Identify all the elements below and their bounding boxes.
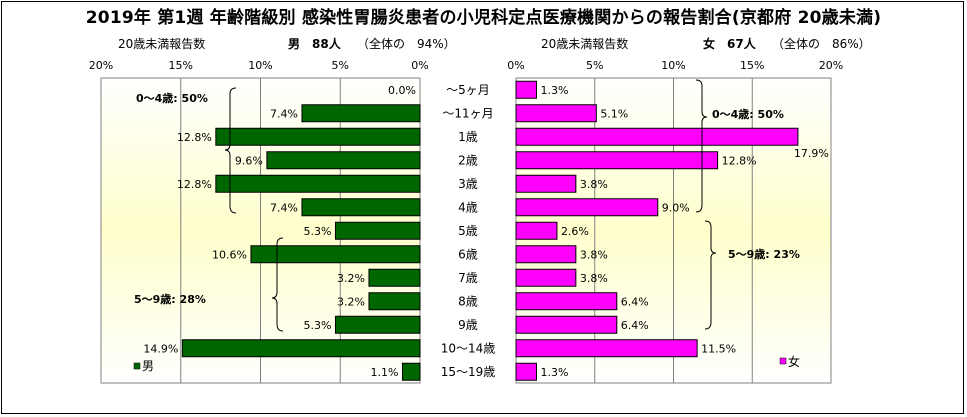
category-label: 10～14歳 xyxy=(441,341,496,355)
male-bar xyxy=(181,339,421,358)
male-data-label: 3.2% xyxy=(337,295,365,308)
male-data-label: 1.1% xyxy=(371,366,399,379)
female-bar xyxy=(515,292,618,311)
male-data-label: 12.8% xyxy=(177,178,212,191)
left-sex-count-text: 男 88人 xyxy=(288,37,341,51)
female-x-tick-label: 5% xyxy=(586,59,603,72)
female-bar xyxy=(515,315,618,334)
category-label: ～5ヶ月 xyxy=(446,83,490,97)
category-label: 9歳 xyxy=(458,318,478,332)
male-data-label: 9.6% xyxy=(235,154,263,167)
female-data-label: 3.8% xyxy=(580,178,608,191)
female-data-label: 1.3% xyxy=(540,84,568,97)
female-bar xyxy=(515,268,577,287)
left-sex-count: 男 88人 xyxy=(288,35,341,52)
male-bar xyxy=(301,198,421,217)
male-x-tick-label: 20% xyxy=(89,59,113,72)
female-data-label: 17.9% xyxy=(794,147,829,160)
category-label: 8歳 xyxy=(458,294,478,308)
right-sex-count: 女 67人 xyxy=(703,35,756,52)
chart-title: 2019年 第1週 年齢階級別 感染性胃腸炎患者の小児科定点医療機関からの報告割… xyxy=(85,8,882,28)
female-bar xyxy=(515,339,698,358)
male-bar xyxy=(334,221,421,240)
right-axis-title: 20歳未満報告数 xyxy=(541,37,629,51)
female-5-9-annotation: 5～9歳: 23% xyxy=(728,247,800,261)
category-label: ～11ヶ月 xyxy=(442,106,493,120)
male-5-9-brace xyxy=(271,237,284,332)
male-0-4-brace xyxy=(224,87,237,214)
female-data-label: 2.6% xyxy=(561,225,589,238)
category-label: 6歳 xyxy=(458,247,478,261)
female-data-label: 6.4% xyxy=(621,295,649,308)
male-x-tick-label: 0% xyxy=(411,59,428,72)
female-bar xyxy=(515,151,719,170)
male-x-tick-label: 15% xyxy=(169,59,193,72)
male-bar xyxy=(301,104,421,123)
male-legend-label: 男 xyxy=(142,359,154,373)
male-data-label: 7.4% xyxy=(270,107,298,120)
female-data-label: 6.4% xyxy=(621,319,649,332)
female-bar xyxy=(515,245,577,264)
left-axis-title: 20歳未満報告数 xyxy=(118,37,206,51)
female-0-4-brace xyxy=(695,79,708,213)
female-x-tick-label: 0% xyxy=(507,59,524,72)
male-data-label: 5.3% xyxy=(304,225,332,238)
male-bar xyxy=(334,315,421,334)
male-bar xyxy=(215,174,421,193)
male-bar xyxy=(215,127,421,146)
male-data-label: 12.8% xyxy=(177,131,212,144)
female-data-label: 5.1% xyxy=(600,107,628,120)
male-0-4-annotation: 0～4歳: 50% xyxy=(136,91,208,105)
female-x-tick-label: 20% xyxy=(819,59,843,72)
female-bar xyxy=(515,362,537,381)
female-bar xyxy=(515,221,558,240)
female-data-label: 1.3% xyxy=(540,366,568,379)
category-label: 5歳 xyxy=(458,224,478,238)
female-bar xyxy=(515,174,577,193)
female-data-label: 3.8% xyxy=(580,272,608,285)
male-data-label: 10.6% xyxy=(212,248,247,261)
male-bar xyxy=(250,245,421,264)
category-label: 15～19歳 xyxy=(441,365,496,379)
female-5-9-brace xyxy=(704,220,717,330)
female-legend-swatch xyxy=(779,357,787,365)
male-bar xyxy=(368,268,421,287)
male-legend-swatch xyxy=(133,362,141,370)
female-data-label: 12.8% xyxy=(722,154,757,167)
female-0-4-annotation: 0～4歳: 50% xyxy=(712,107,784,121)
male-data-label: 7.4% xyxy=(270,201,298,214)
male-data-label: 0.0% xyxy=(388,84,416,97)
male-data-label: 3.2% xyxy=(337,272,365,285)
male-x-tick-label: 5% xyxy=(332,59,349,72)
female-x-tick-label: 10% xyxy=(661,59,685,72)
male-bar xyxy=(401,362,421,381)
male-bar xyxy=(368,292,421,311)
category-label: 3歳 xyxy=(458,177,478,191)
male-data-label: 14.9% xyxy=(143,342,178,355)
female-data-label: 11.5% xyxy=(701,342,736,355)
male-bar xyxy=(266,151,421,170)
female-bar xyxy=(515,104,597,123)
category-label: 1歳 xyxy=(458,130,478,144)
right-share: （全体の 86%） xyxy=(772,37,871,51)
female-bar xyxy=(515,127,799,146)
male-5-9-annotation: 5～9歳: 28% xyxy=(134,292,206,306)
male-data-label: 5.3% xyxy=(304,319,332,332)
female-data-label: 9.0% xyxy=(662,201,690,214)
female-data-label: 3.8% xyxy=(580,248,608,261)
female-legend-label: 女 xyxy=(788,354,800,369)
category-label: 4歳 xyxy=(458,200,478,214)
male-x-tick-label: 10% xyxy=(248,59,272,72)
category-label: 2歳 xyxy=(458,153,478,167)
female-bar xyxy=(515,198,659,217)
left-share: （全体の 94%） xyxy=(357,37,456,51)
female-x-tick-label: 15% xyxy=(740,59,764,72)
category-label: 7歳 xyxy=(458,271,478,285)
right-sex-count-text: 女 67人 xyxy=(703,37,756,51)
female-bar xyxy=(515,80,537,99)
